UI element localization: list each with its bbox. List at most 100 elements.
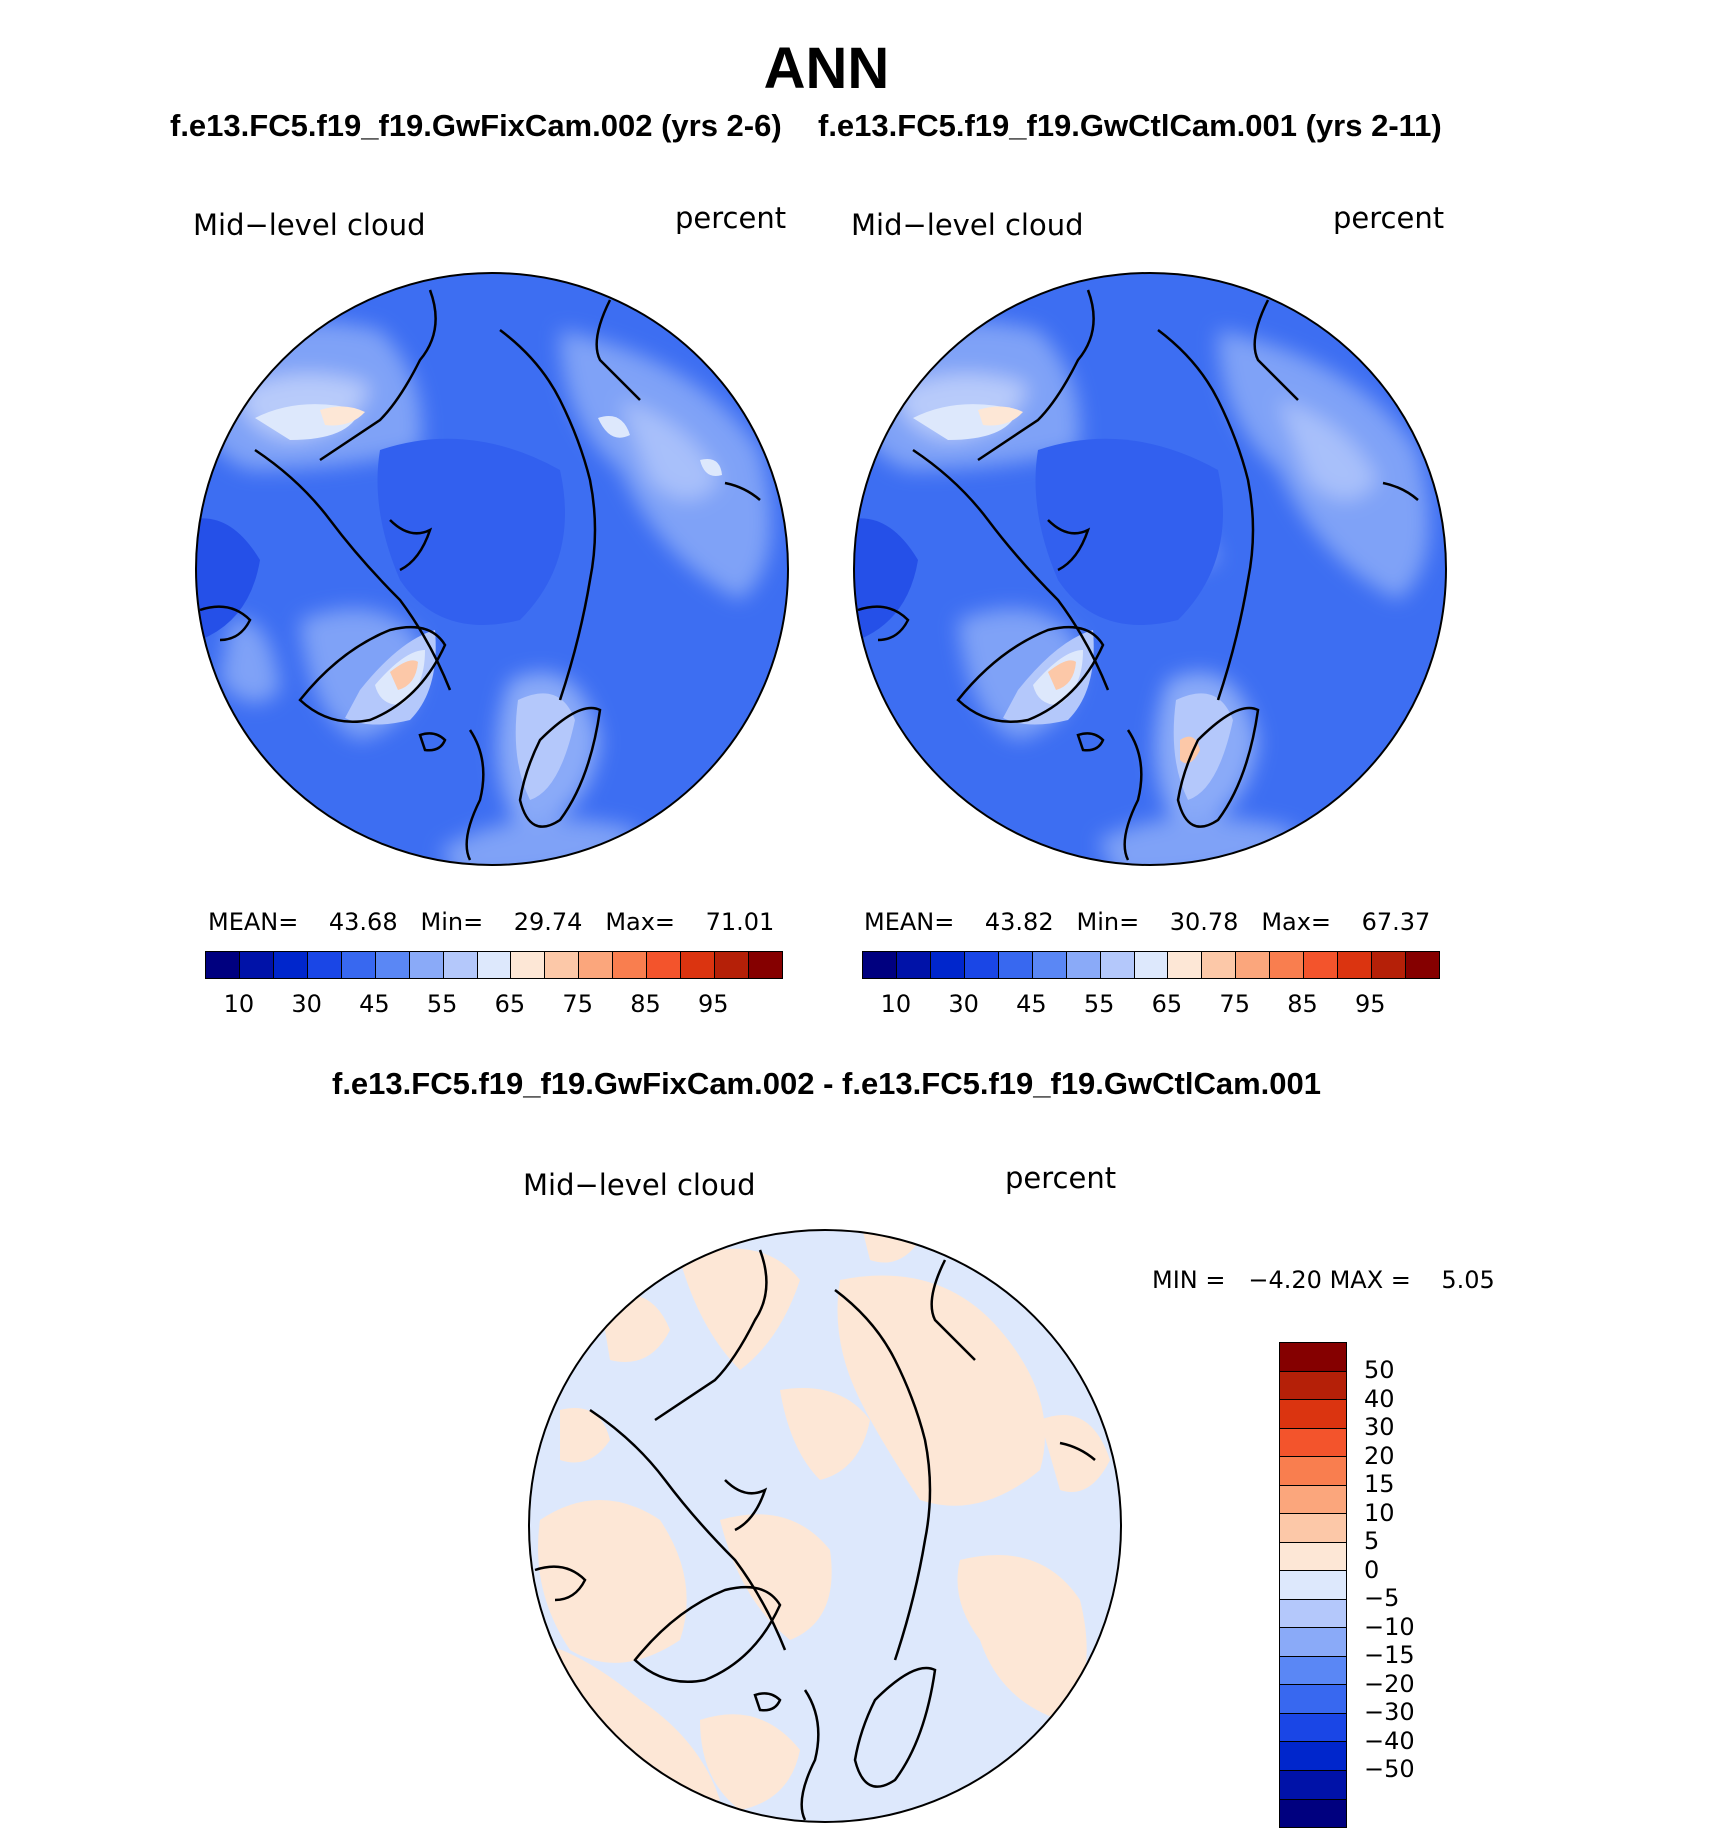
case2-title: f.e13.FC5.f19_f19.GwCtlCam.001 (yrs 2-11…: [818, 108, 1442, 143]
diff-colorbar-swatch: [1280, 1457, 1346, 1486]
diff-colorbar-tick-label: −30: [1364, 1698, 1415, 1727]
panel2-colorbar-tick-label: 30: [948, 990, 979, 1018]
map-panel-2: [853, 272, 1447, 866]
panel2-mean-label: MEAN=: [864, 908, 955, 936]
panel1-colorbar-swatch: [307, 952, 342, 978]
panel1-colorbar-tick-label: 30: [291, 990, 322, 1018]
diff-colorbar-swatch: [1280, 1656, 1346, 1686]
panel1-colorbar: [205, 951, 783, 979]
panel1-colorbar-swatch: [239, 952, 274, 978]
panel1-colorbar-swatch: [443, 952, 478, 978]
diff-colorbar-swatch: [1280, 1400, 1346, 1429]
diff-colorbar-tick-label: −5: [1364, 1584, 1400, 1613]
panel2-max-label: Max=: [1261, 908, 1332, 936]
diff-colorbar-tick-label: 50: [1364, 1356, 1395, 1385]
panel1-mean-value: 43.68: [328, 908, 398, 936]
panel1-colorbar-swatch: [375, 952, 410, 978]
panel1-colorbar-swatch: [613, 952, 648, 978]
panel2-colorbar-swatch: [1134, 952, 1169, 978]
panel2-colorbar-tick-label: 85: [1287, 990, 1318, 1018]
panel2-colorbar-tick-label: 95: [1354, 990, 1386, 1018]
map-panel-difference: [528, 1229, 1122, 1823]
panel1-colorbar-swatch: [715, 952, 749, 978]
diff-colorbar-swatch: [1280, 1599, 1346, 1629]
panel2-colorbar-swatch: [1304, 952, 1339, 978]
panel1-colorbar-swatch: [273, 952, 308, 978]
panel1-colorbar-swatch: [409, 952, 444, 978]
panel2-colorbar-ticks: 10 30 45 55 65 75 85 95: [862, 990, 1438, 1020]
diff-colorbar-swatch: [1280, 1571, 1346, 1600]
panel2-stats: MEAN= 43.82 Min= 30.78 Max= 67.37: [864, 908, 1430, 936]
panel1-colorbar-swatch: [647, 952, 682, 978]
panel2-colorbar-swatch: [998, 952, 1033, 978]
panel1-colorbar-tick-label: 75: [562, 990, 593, 1018]
diff-colorbar-tick-label: 40: [1364, 1384, 1395, 1413]
panel2-colorbar-swatch: [1270, 952, 1305, 978]
panel2-colorbar-swatch: [1066, 952, 1101, 978]
panel2-colorbar-tick-label: 55: [1083, 990, 1115, 1018]
panel2-colorbar-swatch: [930, 952, 965, 978]
panel1-colorbar-tick-label: 65: [494, 990, 526, 1018]
diff-colorbar: [1279, 1342, 1347, 1828]
diff-colorbar-tick-label: 30: [1364, 1413, 1395, 1442]
diff-units-label: percent: [1005, 1161, 1117, 1195]
panel1-colorbar-tick-label: 45: [359, 990, 390, 1018]
panel2-max-value: 67.37: [1361, 908, 1431, 936]
panel2-colorbar-swatch: [1202, 952, 1237, 978]
panel2-colorbar: [862, 951, 1440, 979]
panel1-colorbar-swatch: [749, 952, 782, 978]
panel2-colorbar-tick-label: 10: [880, 990, 912, 1018]
diff-colorbar-swatch: [1280, 1542, 1346, 1572]
diff-minmax: MIN = −4.20 MAX = 5.05: [1152, 1266, 1495, 1294]
diff-colorbar-tick-label: 15: [1364, 1470, 1395, 1499]
panel1-max-value: 71.01: [705, 908, 775, 936]
panel2-colorbar-swatch: [1236, 952, 1271, 978]
panel1-colorbar-swatch: [681, 952, 716, 978]
diff-min-label: MIN =: [1152, 1266, 1226, 1294]
diff-colorbar-swatch: [1280, 1713, 1346, 1743]
diff-colorbar-swatch: [1280, 1343, 1346, 1372]
diff-colorbar-tick-label: −40: [1364, 1726, 1415, 1755]
panel2-colorbar-tick-label: 45: [1016, 990, 1047, 1018]
panel2-units-label: percent: [1333, 201, 1445, 235]
map-panel-1: [195, 272, 789, 866]
diff-max-label: MAX =: [1329, 1266, 1411, 1294]
diff-max-value: 5.05: [1441, 1266, 1495, 1294]
diff-colorbar-swatch: [1280, 1371, 1346, 1401]
diff-colorbar-tick-label: −20: [1364, 1669, 1415, 1698]
diff-min-value: −4.20: [1248, 1266, 1322, 1294]
diff-colorbar-swatch: [1280, 1628, 1346, 1657]
diff-colorbar-tick-label: 20: [1364, 1441, 1395, 1470]
panel1-stats: MEAN= 43.68 Min= 29.74 Max= 71.01: [208, 908, 774, 936]
diff-colorbar-tick-label: 5: [1364, 1527, 1380, 1556]
panel2-min-label: Min=: [1076, 908, 1140, 936]
main-title: ANN: [763, 36, 890, 101]
difference-title: f.e13.FC5.f19_f19.GwFixCam.002 - f.e13.F…: [332, 1066, 1321, 1101]
diff-colorbar-tick-label: 10: [1364, 1498, 1395, 1527]
panel2-colorbar-tick-label: 75: [1219, 990, 1250, 1018]
panel1-min-value: 29.74: [513, 908, 583, 936]
panel1-colorbar-swatch: [477, 952, 512, 978]
panel2-colorbar-swatch: [964, 952, 999, 978]
diff-colorbar-swatch: [1280, 1685, 1346, 1714]
panel1-colorbar-swatch: [341, 952, 376, 978]
diff-colorbar-tick-label: −10: [1364, 1612, 1415, 1641]
diff-colorbar-swatch: [1280, 1742, 1346, 1771]
panel1-mean-label: MEAN=: [208, 908, 299, 936]
panel2-colorbar-swatch: [896, 952, 931, 978]
panel1-colorbar-tick-label: 85: [630, 990, 661, 1018]
panel2-min-value: 30.78: [1169, 908, 1239, 936]
diff-colorbar-ticks: 50 40 30 20 15 10 5 0 −5 −10 −15 −20 −30 −40 −50: [1364, 1342, 1484, 1826]
panel1-colorbar-swatch: [545, 952, 580, 978]
panel1-units-label: percent: [675, 201, 787, 235]
panel1-colorbar-tick-label: 55: [426, 990, 458, 1018]
panel1-colorbar-tick-label: 95: [697, 990, 729, 1018]
panel1-min-label: Min=: [420, 908, 484, 936]
diff-colorbar-swatch: [1280, 1485, 1346, 1515]
panel1-colorbar-swatch: [206, 952, 240, 978]
panel2-colorbar-swatch: [1032, 952, 1067, 978]
panel2-colorbar-swatch: [1100, 952, 1135, 978]
diff-colorbar-swatch: [1280, 1428, 1346, 1458]
case1-title: f.e13.FC5.f19_f19.GwFixCam.002 (yrs 2-6): [170, 108, 782, 143]
